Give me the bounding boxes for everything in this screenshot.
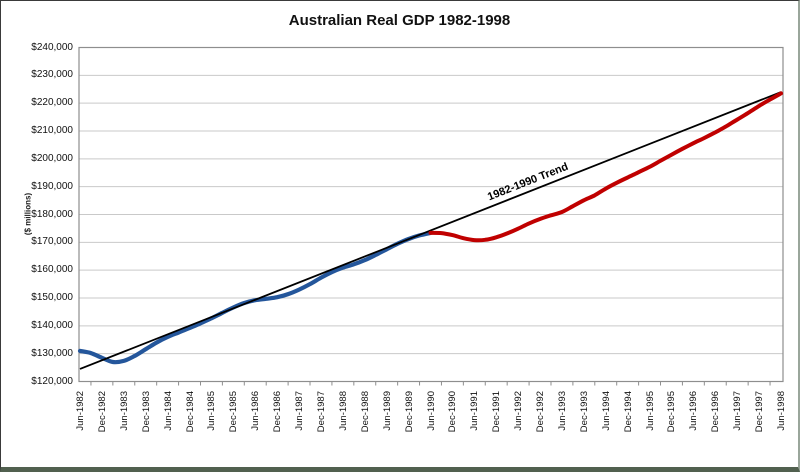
x-axis-label: Dec-1982 — [96, 390, 108, 432]
x-axis-label: Dec-1996 — [710, 390, 722, 432]
x-axis-label: Jun-1991 — [469, 390, 481, 431]
y-axis-label: $200,000 — [31, 152, 73, 164]
plot-border — [78, 46, 784, 383]
x-axis-label: Dec-1989 — [403, 390, 415, 432]
x-axis-label: Dec-1986 — [272, 390, 284, 432]
gdp-line-1990-1998 — [428, 91, 783, 243]
y-axis-label: $190,000 — [31, 180, 73, 192]
y-axis-label: $120,000 — [31, 375, 73, 387]
x-axis-label: Dec-1991 — [491, 390, 503, 432]
x-axis-label: Dec-1992 — [535, 390, 547, 432]
x-axis-label: Jun-1982 — [75, 390, 86, 431]
y-axis-label: $170,000 — [31, 236, 73, 248]
x-axis-label: Dec-1994 — [622, 390, 634, 432]
y-axis-label: $150,000 — [31, 292, 73, 303]
x-axis-label: Jun-1986 — [250, 390, 262, 431]
y-axis-label: $220,000 — [31, 97, 73, 109]
x-axis-label: Jun-1983 — [118, 390, 130, 431]
x-axis-label: Dec-1990 — [447, 390, 459, 432]
x-axis-label: Jun-1996 — [688, 390, 700, 431]
y-axis-label: $230,000 — [31, 69, 73, 81]
x-axis-label: Dec-1997 — [754, 390, 766, 432]
x-axis-label: Jun-1998 — [776, 390, 787, 431]
x-axis-label: Dec-1985 — [228, 390, 240, 432]
trend-line — [79, 91, 782, 370]
x-axis-label: Jun-1992 — [513, 390, 525, 431]
y-axis-label: $240,000 — [31, 41, 73, 53]
x-axis-label: Dec-1988 — [359, 390, 371, 432]
y-axis-label: $180,000 — [31, 208, 73, 220]
x-axis-label: Jun-1988 — [337, 390, 349, 431]
x-axis-label: Dec-1993 — [578, 390, 590, 432]
x-axis-label: Dec-1983 — [140, 390, 152, 432]
x-axis-label: Jun-1990 — [425, 390, 437, 431]
y-axis-label: $160,000 — [31, 264, 73, 276]
y-axis-label: $130,000 — [31, 347, 73, 359]
x-axis-label: Jun-1997 — [732, 390, 744, 431]
x-axis-label: Jun-1993 — [556, 390, 568, 431]
x-axis-label: Jun-1995 — [644, 390, 656, 431]
y-axis-label: $140,000 — [31, 319, 73, 331]
x-axis-label: Jun-1985 — [206, 390, 218, 431]
chart-title: Australian Real GDP 1982-1998 — [288, 12, 511, 29]
x-axis-label: Jun-1989 — [381, 390, 393, 431]
x-axis-label: Dec-1987 — [315, 390, 327, 432]
x-axis-label: Dec-1995 — [666, 390, 678, 432]
x-axis-label: Jun-1987 — [294, 390, 306, 431]
x-axis-label: Dec-1984 — [184, 390, 196, 432]
x-axis-label: Jun-1984 — [162, 390, 174, 431]
x-axis-label: Jun-1994 — [600, 390, 612, 431]
y-axis-label: $210,000 — [31, 125, 73, 136]
